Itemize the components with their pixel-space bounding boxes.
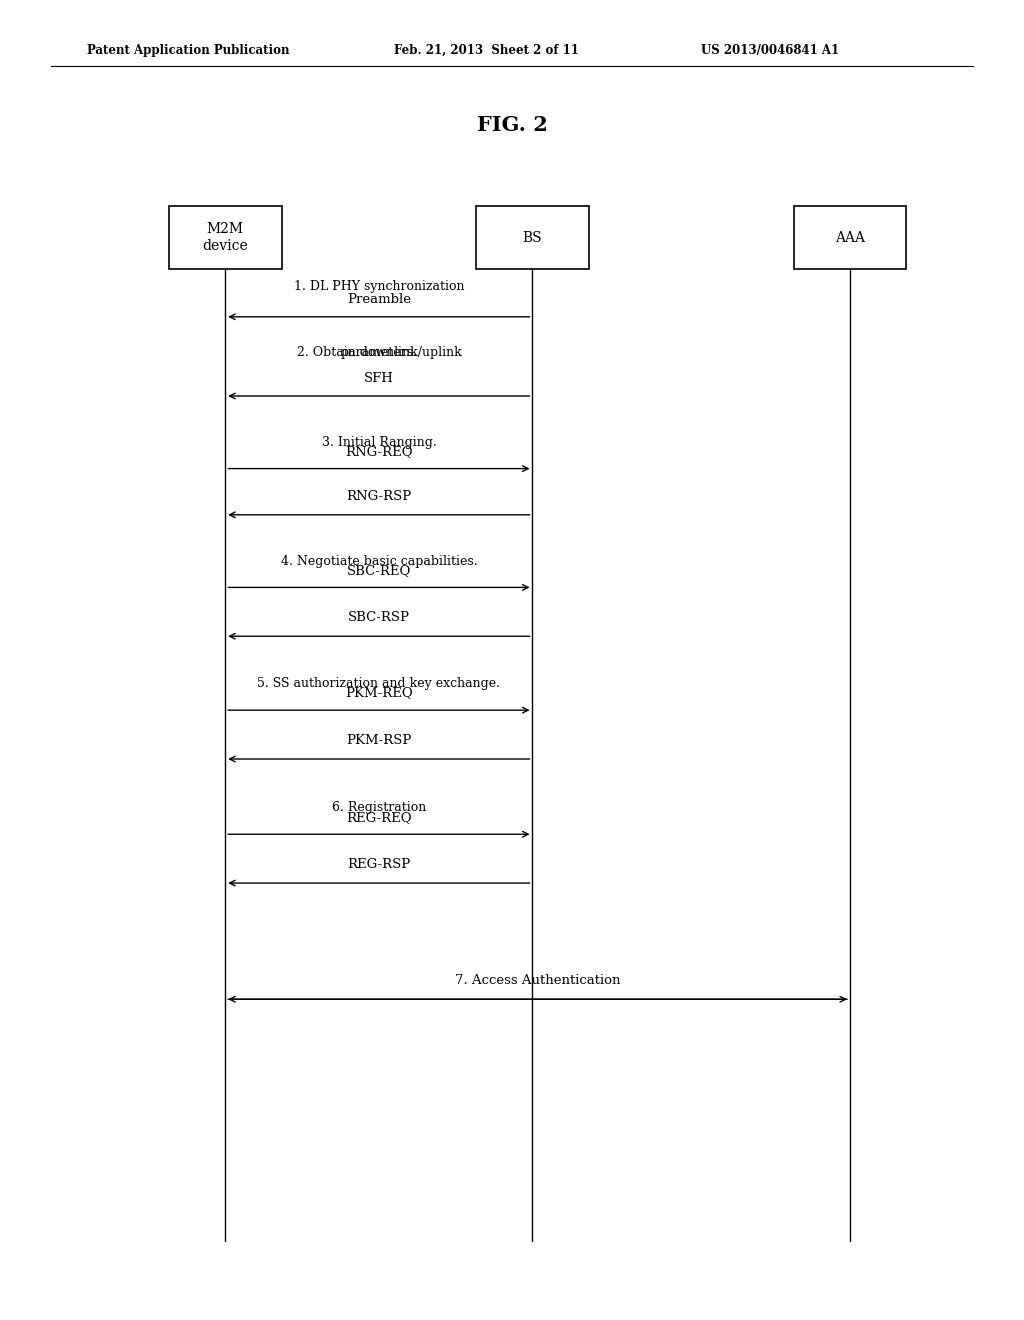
Text: 1. DL PHY synchronization: 1. DL PHY synchronization — [294, 280, 464, 293]
Bar — [476, 206, 589, 269]
Text: M2M
device: M2M device — [203, 222, 248, 253]
Bar — [794, 206, 906, 269]
Text: 5. SS authorization and key exchange.: 5. SS authorization and key exchange. — [257, 677, 501, 690]
Text: REG-REQ: REG-REQ — [346, 810, 412, 824]
Text: PKM-REQ: PKM-REQ — [345, 686, 413, 700]
Text: PKM-RSP: PKM-RSP — [346, 734, 412, 747]
Text: FIG. 2: FIG. 2 — [476, 115, 548, 136]
Bar — [169, 206, 282, 269]
Text: 7. Access Authentication: 7. Access Authentication — [455, 974, 621, 987]
Text: 4. Negotiate basic capabilities.: 4. Negotiate basic capabilities. — [281, 554, 477, 568]
Text: RNG-REQ: RNG-REQ — [345, 445, 413, 458]
Text: parameters.: parameters. — [340, 346, 418, 359]
Text: RNG-RSP: RNG-RSP — [346, 490, 412, 503]
Text: SBC-RSP: SBC-RSP — [348, 611, 410, 624]
Text: 3. Initial Ranging.: 3. Initial Ranging. — [322, 436, 436, 449]
Text: SFH: SFH — [364, 372, 394, 385]
Text: Patent Application Publication: Patent Application Publication — [87, 44, 290, 57]
Text: 6. Registration: 6. Registration — [332, 801, 426, 814]
Text: US 2013/0046841 A1: US 2013/0046841 A1 — [701, 44, 840, 57]
Text: SBC-REQ: SBC-REQ — [347, 564, 411, 577]
Text: REG-RSP: REG-RSP — [347, 858, 411, 871]
Text: Feb. 21, 2013  Sheet 2 of 11: Feb. 21, 2013 Sheet 2 of 11 — [394, 44, 580, 57]
Text: Preamble: Preamble — [347, 293, 411, 306]
Text: BS: BS — [522, 231, 543, 244]
Text: AAA: AAA — [835, 231, 865, 244]
Text: 2. Obtain downlink/uplink: 2. Obtain downlink/uplink — [297, 346, 461, 359]
